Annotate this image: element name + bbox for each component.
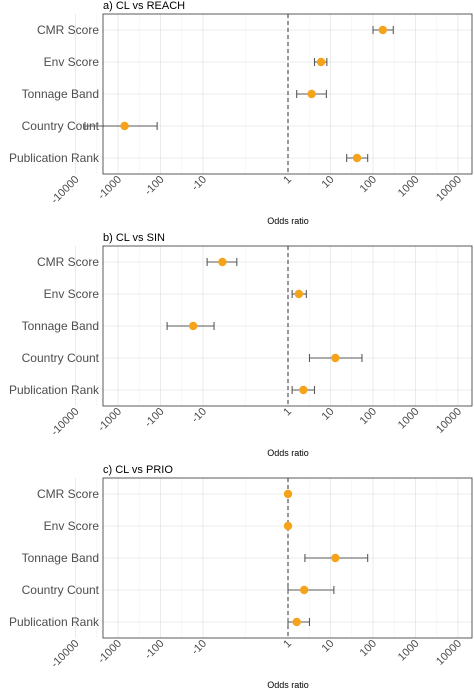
x-tick-label: -10: [189, 638, 209, 658]
x-tick-label: 10000: [434, 174, 464, 204]
point-estimate-publication-rank: [299, 385, 308, 395]
panel-cl-vs-reach: a) CL vs REACH CMR Score Env Score Tonnage …: [9, 0, 473, 226]
x-axis-title: Odds ratio: [267, 216, 309, 226]
error-bar-country-count: [287, 586, 335, 594]
plot-frame: [102, 477, 473, 639]
point-estimate-country-count: [299, 585, 309, 595]
category-label-env-score: Env Score: [44, 519, 100, 533]
category-label-env-score: Env Score: [44, 55, 100, 69]
x-tick-label: -1000: [96, 406, 124, 434]
category-label-country-count: Country Count: [22, 583, 100, 597]
panel-title: c) CL vs PRIO: [103, 464, 173, 476]
category-label-env-score: Env Score: [44, 287, 100, 301]
panel-title: a) CL vs REACH: [103, 0, 185, 12]
x-tick-label: 10: [319, 406, 336, 423]
x-tick-label: 100: [358, 174, 379, 195]
x-tick-label: 1: [281, 406, 294, 419]
category-label-cmr-score: CMR Score: [37, 23, 99, 37]
x-tick-label: 10000: [434, 406, 464, 436]
x-tick-label: -1000: [96, 638, 124, 666]
x-tick-label: 1000: [396, 638, 422, 664]
category-label-publication-rank: Publication Rank: [9, 383, 100, 397]
x-tick-label: -10000: [49, 174, 82, 207]
category-label-publication-rank: Publication Rank: [9, 615, 100, 629]
plot-frame: [102, 13, 473, 175]
x-tick-label: -10: [189, 406, 209, 426]
panel-cl-vs-sin: b) CL vs SIN CMR Score Env Score Tonnage Ba…: [9, 232, 473, 458]
category-label-tonnage-band: Tonnage Band: [22, 87, 99, 101]
x-tick-label: -10: [189, 174, 209, 194]
point-estimate-country-count: [331, 353, 340, 363]
category-label-cmr-score: CMR Score: [37, 487, 99, 501]
category-label-cmr-score: CMR Score: [37, 255, 99, 269]
category-label-country-count: Country Count: [22, 119, 100, 133]
point-estimate-publication-rank: [352, 153, 362, 163]
point-estimate-tonnage-band: [307, 89, 316, 99]
point-estimate-cmr-score: [218, 257, 227, 267]
x-tick-label: -100: [143, 638, 167, 662]
point-estimate-tonnage-band: [189, 321, 198, 331]
point-estimate-cmr-score: [283, 489, 293, 499]
point-estimate-country-count: [120, 121, 129, 131]
x-tick-label: -10000: [49, 638, 82, 671]
x-tick-label: -100: [143, 406, 167, 430]
point-estimate-env-score: [283, 521, 293, 531]
x-tick-label: -10000: [49, 406, 82, 439]
category-label-publication-rank: Publication Rank: [9, 151, 100, 165]
panel-cl-vs-prio: c) CL vs PRIO CMR Score Env Score Tonnage B…: [9, 464, 473, 689]
x-tick-label: 1000: [396, 174, 422, 200]
x-axis-title: Odds ratio: [267, 448, 309, 458]
point-estimate-publication-rank: [292, 617, 301, 627]
x-tick-label: 1000: [396, 406, 422, 432]
x-tick-label: 1: [281, 638, 294, 651]
category-label-tonnage-band: Tonnage Band: [22, 319, 99, 333]
x-tick-label: 10000: [434, 638, 464, 668]
category-label-tonnage-band: Tonnage Band: [22, 551, 99, 565]
x-tick-label: 10: [319, 174, 336, 191]
x-tick-label: -100: [143, 174, 167, 198]
point-estimate-cmr-score: [378, 25, 387, 35]
point-estimate-env-score: [316, 57, 326, 67]
x-tick-label: 10: [319, 638, 336, 655]
x-tick-label: 100: [358, 406, 379, 427]
x-tick-label: 1: [281, 174, 294, 187]
x-axis-title: Odds ratio: [267, 680, 309, 689]
panel-title: b) CL vs SIN: [103, 232, 165, 244]
point-estimate-tonnage-band: [331, 553, 340, 563]
plot-frame: [102, 245, 473, 407]
x-tick-label: -1000: [96, 174, 124, 202]
category-label-country-count: Country Count: [22, 351, 100, 365]
point-estimate-env-score: [294, 289, 304, 299]
x-tick-label: 100: [358, 638, 379, 659]
